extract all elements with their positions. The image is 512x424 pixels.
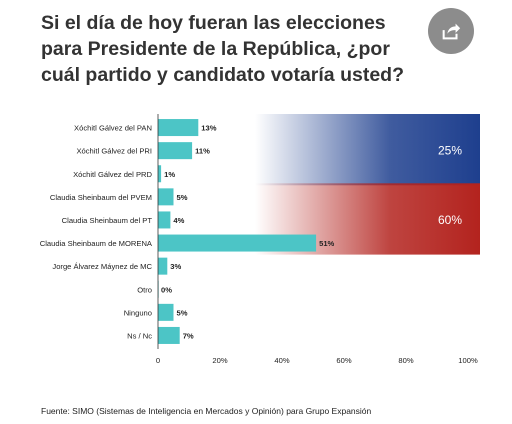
bar [158, 257, 168, 275]
category-label: Ninguno [124, 308, 152, 317]
x-tick-label: 80% [398, 356, 413, 365]
value-label: 51% [319, 239, 334, 248]
bar [158, 165, 162, 183]
category-label: Claudia Sheinbaum de MORENA [40, 239, 153, 248]
category-label: Claudia Sheinbaum del PVEM [50, 193, 152, 202]
bar-chart: 25% 60% Xóchitl Gálvez del PAN 13% Xóchitl … [40, 114, 480, 365]
category-label: Jorge Álvarez Máynez de MC [52, 262, 152, 271]
value-label: 4% [173, 216, 184, 225]
value-label: 0% [161, 285, 172, 294]
value-label: 1% [164, 170, 175, 179]
value-label: 3% [170, 262, 181, 271]
x-tick-label: 20% [212, 356, 227, 365]
x-tick-label: 40% [274, 356, 289, 365]
x-tick-label: 60% [336, 356, 351, 365]
group-label-1: 60% [438, 213, 462, 227]
x-tick-label: 0 [156, 356, 160, 365]
category-label: Claudia Sheinbaum del PT [62, 216, 153, 225]
bar [158, 188, 174, 206]
category-label: Xóchitl Gálvez del PRI [76, 147, 152, 156]
x-tick-label: 100% [458, 356, 478, 365]
source-note: Fuente: SIMO (Sistemas de Inteligencia e… [41, 406, 372, 416]
bar [158, 234, 317, 252]
value-label: 5% [177, 193, 188, 202]
group-block-0 [255, 114, 480, 186]
bar [158, 326, 180, 344]
value-label: 7% [183, 331, 194, 340]
bar [158, 211, 171, 229]
bar [158, 119, 199, 137]
chart-title: Si el día de hoy fueran las elecciones p… [41, 12, 404, 86]
category-label: Xóchitl Gálvez del PAN [74, 124, 152, 133]
category-label: Otro [137, 285, 152, 294]
share-icon [442, 23, 461, 40]
category-label: Xóchitl Gálvez del PRD [73, 170, 152, 179]
share-button[interactable] [428, 8, 474, 54]
bar [158, 142, 193, 160]
value-label: 13% [201, 124, 216, 133]
value-label: 11% [195, 147, 210, 156]
bar [158, 303, 174, 321]
group-label-0: 25% [438, 144, 462, 158]
value-label: 5% [177, 308, 188, 317]
category-label: Ns / Nc [127, 331, 152, 340]
